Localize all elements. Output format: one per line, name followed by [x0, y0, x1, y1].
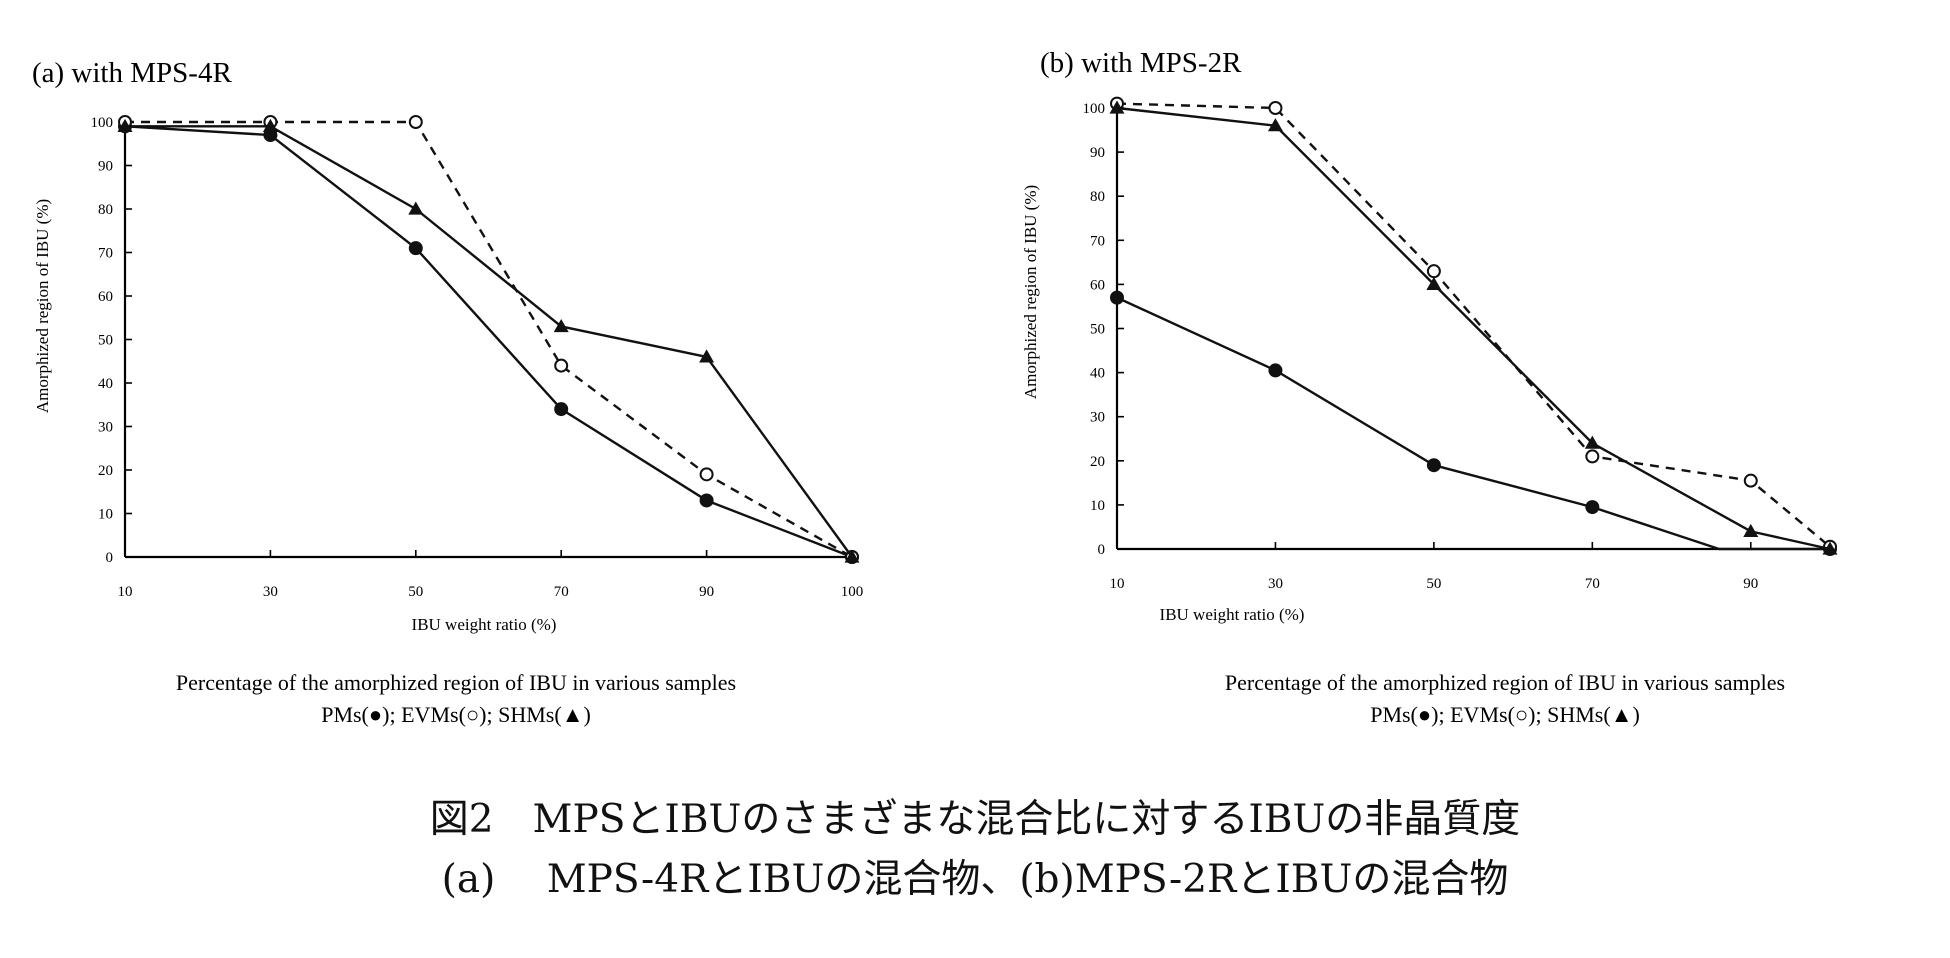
series-group-b: [1109, 96, 1838, 556]
data-point-evms: [554, 358, 569, 373]
x-tick-label: 50: [408, 584, 423, 600]
y-tick-label: 70: [1090, 233, 1105, 249]
data-point-pms: [1585, 500, 1600, 515]
data-point-shms: [844, 549, 860, 563]
y-tick-label: 70: [98, 246, 113, 262]
legend-caption-a: PMs(●); EVMs(○); SHMs(▲): [321, 702, 591, 727]
y-tick-label: 100: [91, 115, 114, 131]
y-tick-label: 60: [98, 289, 113, 305]
y-tick-label: 90: [1090, 145, 1105, 161]
y-axis-label-b: Amorphized region of IBU (%): [1021, 185, 1040, 399]
y-tick-label: 80: [1090, 189, 1105, 205]
data-point-shms: [1267, 118, 1283, 132]
y-tick-label: 50: [98, 333, 113, 349]
y-tick-label: 0: [1098, 542, 1106, 558]
x-axis-label-b: IBU weight ratio (%): [1160, 605, 1305, 624]
x-tick-label: 50: [1426, 576, 1441, 592]
data-point-evms: [1743, 473, 1758, 488]
x-tick-label: 10: [118, 584, 133, 600]
series-line-pms: [1116, 296, 1830, 551]
data-point-shms: [1109, 100, 1125, 114]
y-tick-label: 30: [1090, 410, 1105, 426]
y-tick-label: 0: [106, 550, 114, 566]
chart-panel-a: (a) with MPS-4R 0 10 20 30 40 50 60 70 80 90 100 10…: [32, 57, 863, 727]
data-point-shms: [1426, 276, 1442, 291]
data-point-evms: [408, 115, 423, 129]
y-tick-label: 20: [1090, 454, 1105, 470]
data-point-shms: [1743, 523, 1759, 537]
y-tick-label: 80: [98, 202, 113, 218]
y-tick-label: 100: [1083, 101, 1106, 117]
series-line-shms: [1116, 106, 1831, 551]
x-tick-label: 90: [699, 584, 714, 600]
y-tick-label: 50: [1090, 322, 1105, 338]
data-point-shms: [1584, 435, 1600, 449]
y-tick-label: 40: [98, 376, 113, 392]
data-point-evms: [1426, 264, 1441, 279]
series-line-evms: [125, 120, 853, 559]
data-point-pms: [408, 241, 423, 256]
data-point-evms: [699, 467, 714, 482]
axes-b: 0 10 20 30 40 50 60 70 80 90 100 10 30 50 70 90: [1083, 101, 1832, 592]
y-tick-label: 40: [1090, 366, 1105, 382]
y-tick-label: 60: [1090, 277, 1105, 293]
x-tick-label: 30: [1268, 576, 1283, 592]
x-tick-label: 10: [1110, 576, 1125, 592]
chart-panel-b: (b) with MPS-2R 0 10 20 30 40 50 60 70 80 90 100 10…: [1021, 47, 1838, 727]
y-tick-label: 30: [98, 420, 113, 436]
data-point-shms: [699, 349, 715, 363]
x-axis-label-a: IBU weight ratio (%): [412, 615, 557, 634]
series-line-shms: [125, 125, 853, 558]
data-point-shms: [408, 201, 424, 215]
y-tick-label: 10: [98, 507, 113, 523]
data-point-pms: [1268, 363, 1283, 378]
data-point-shms: [553, 318, 569, 333]
data-point-pms: [1110, 290, 1124, 305]
y-tick-label: 90: [98, 159, 113, 175]
chart-title-b: (b) with MPS-2R: [1040, 47, 1242, 79]
y-axis-label-a: Amorphized region of IBU (%): [33, 199, 52, 413]
axes-a: 0 10 20 30 40 50 60 70 80 90 100 10 30 50 70 90 100: [91, 115, 864, 600]
chart-title-a: (a) with MPS-4R: [32, 57, 232, 89]
x-tick-label: 70: [1585, 576, 1600, 592]
y-tick-label: 10: [1090, 498, 1105, 514]
x-tick-label: 30: [263, 584, 278, 600]
x-tick-label: 100: [841, 584, 864, 600]
legend-caption-b: PMs(●); EVMs(○); SHMs(▲): [1370, 702, 1640, 727]
y-tick-label: 20: [98, 463, 113, 479]
data-point-pms: [554, 402, 569, 417]
data-point-shms: [1822, 541, 1838, 555]
data-point-evms: [1585, 449, 1600, 464]
x-tick-label: 90: [1743, 576, 1758, 592]
data-point-pms: [1426, 458, 1441, 473]
panel-caption-b: Percentage of the amorphized region of I…: [1225, 670, 1785, 695]
series-line-pms: [124, 125, 853, 559]
panel-caption-a: Percentage of the amorphized region of I…: [176, 670, 736, 695]
x-tick-label: 70: [554, 584, 569, 600]
data-point-shms: [262, 118, 278, 132]
data-point-pms: [699, 493, 714, 508]
figure-caption-line1: 図2 MPSとIBUのさまざまな混合比に対するIBUの非晶質度: [429, 797, 1521, 842]
data-point-evms: [1268, 101, 1283, 115]
figure-caption-line2: (a) MPS-4RとIBUの混合物、(b)MPS-2RとIBUの混合物: [441, 857, 1509, 902]
series-line-evms: [1116, 102, 1831, 548]
series-group-a: [117, 115, 860, 564]
data-point-shms: [117, 118, 133, 132]
